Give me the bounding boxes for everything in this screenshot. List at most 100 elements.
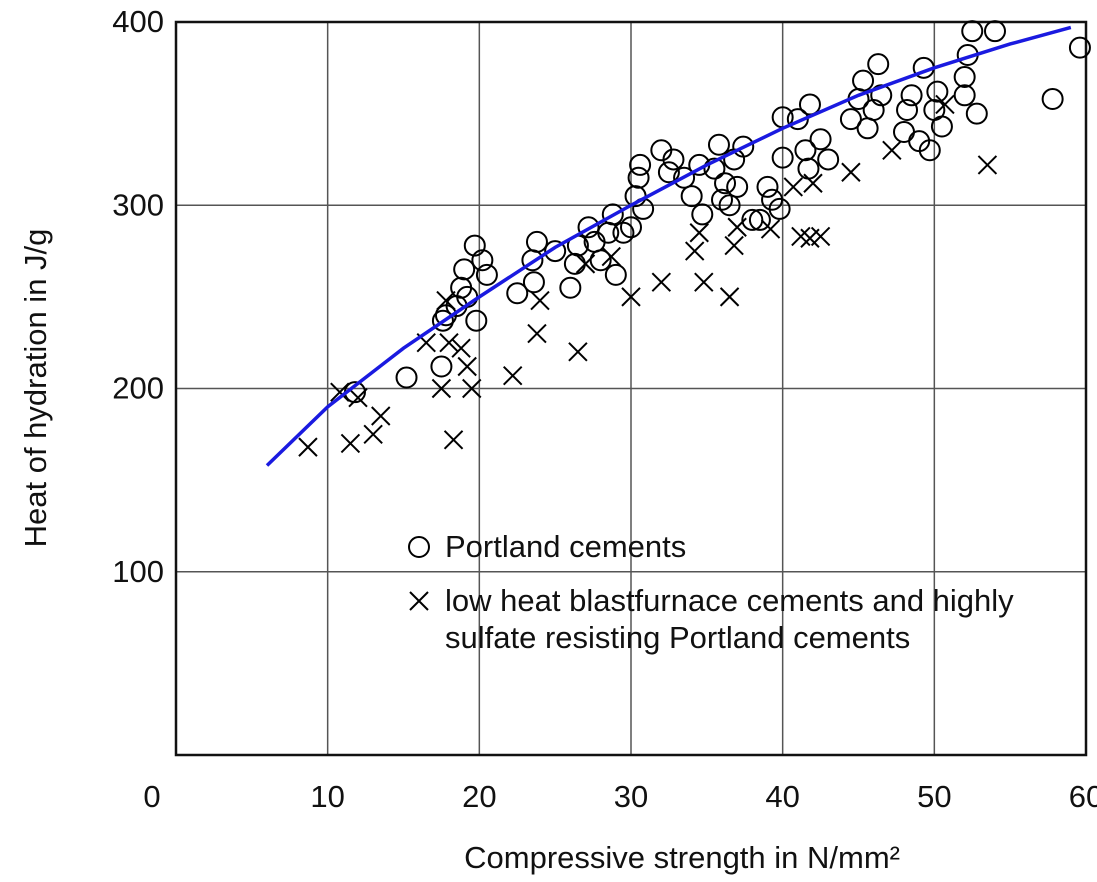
point [707, 133, 730, 156]
point [794, 139, 817, 162]
point [953, 65, 976, 88]
point [926, 80, 949, 103]
point [719, 287, 740, 307]
y-tick-label: 300 [112, 187, 164, 222]
point [711, 188, 733, 211]
point [882, 140, 902, 160]
y-tick-label: 100 [112, 554, 164, 589]
point [408, 536, 430, 558]
point [657, 161, 680, 184]
x-tick-label: 30 [614, 779, 648, 814]
point [680, 185, 703, 208]
point [771, 146, 794, 169]
point [727, 217, 747, 237]
point [896, 98, 919, 121]
point [620, 216, 642, 239]
point [893, 120, 915, 143]
point [371, 406, 391, 426]
point [563, 252, 586, 275]
point [601, 203, 624, 226]
point [756, 175, 779, 198]
point [718, 194, 741, 217]
point [621, 287, 641, 307]
point [662, 148, 685, 171]
point [530, 290, 550, 311]
point [475, 263, 498, 286]
point [298, 437, 318, 457]
legend-entry: low heat blastfurnace cements and highly… [445, 583, 1014, 655]
point [430, 355, 453, 378]
point [977, 155, 998, 175]
point [431, 378, 452, 399]
point [684, 241, 705, 261]
point [726, 175, 749, 198]
point [502, 365, 523, 386]
point [577, 216, 600, 239]
point [506, 282, 529, 305]
point [673, 166, 696, 189]
point [694, 272, 714, 292]
point [1068, 36, 1091, 59]
legend-label: Portland cements [445, 529, 687, 564]
point [525, 230, 548, 253]
point [965, 102, 988, 125]
legend-entry: Portland cements [445, 529, 687, 564]
point [760, 219, 781, 239]
y-tick-label: 400 [112, 4, 164, 39]
point [629, 153, 652, 176]
point [867, 53, 890, 76]
point [714, 172, 737, 195]
point [839, 108, 862, 131]
point [841, 162, 861, 182]
point [930, 115, 953, 138]
point [627, 166, 650, 189]
point [443, 430, 464, 450]
point [810, 226, 831, 247]
point [330, 382, 350, 402]
point [612, 221, 635, 244]
x-tick-label: 20 [462, 779, 496, 814]
point [522, 271, 545, 294]
point [559, 276, 582, 299]
y-tick-label: 200 [112, 371, 164, 406]
point [862, 98, 885, 121]
x-tick-label: 10 [310, 779, 344, 814]
point [462, 378, 482, 399]
point [601, 246, 621, 267]
point [1041, 87, 1064, 110]
point [453, 258, 476, 281]
point [918, 139, 941, 162]
point [471, 249, 494, 272]
point [527, 323, 547, 344]
point [768, 197, 791, 220]
x-tick-label: 40 [765, 779, 799, 814]
point [436, 290, 456, 311]
point [984, 20, 1006, 43]
point [732, 135, 755, 158]
x-axis-label: Compressive strength in N/mm² [464, 840, 900, 875]
point [748, 208, 771, 231]
point [724, 235, 744, 256]
point [689, 223, 709, 243]
point [575, 254, 596, 274]
fit-curve [265, 25, 1072, 467]
point [809, 128, 832, 151]
point [395, 366, 418, 389]
y-axis-label: Heat of hydration in J/g [18, 229, 53, 548]
point [817, 148, 840, 171]
point [340, 433, 361, 454]
point [589, 249, 612, 272]
point [803, 173, 823, 193]
point [457, 356, 477, 377]
point [856, 117, 879, 140]
point [703, 157, 726, 180]
x-tick-label: 50 [917, 779, 951, 814]
x-tick-label: 60 [1069, 779, 1097, 814]
point [439, 332, 459, 353]
point [798, 93, 821, 116]
point [348, 387, 368, 408]
point [568, 342, 588, 362]
point [900, 84, 923, 107]
point [961, 20, 984, 43]
point [451, 338, 471, 358]
